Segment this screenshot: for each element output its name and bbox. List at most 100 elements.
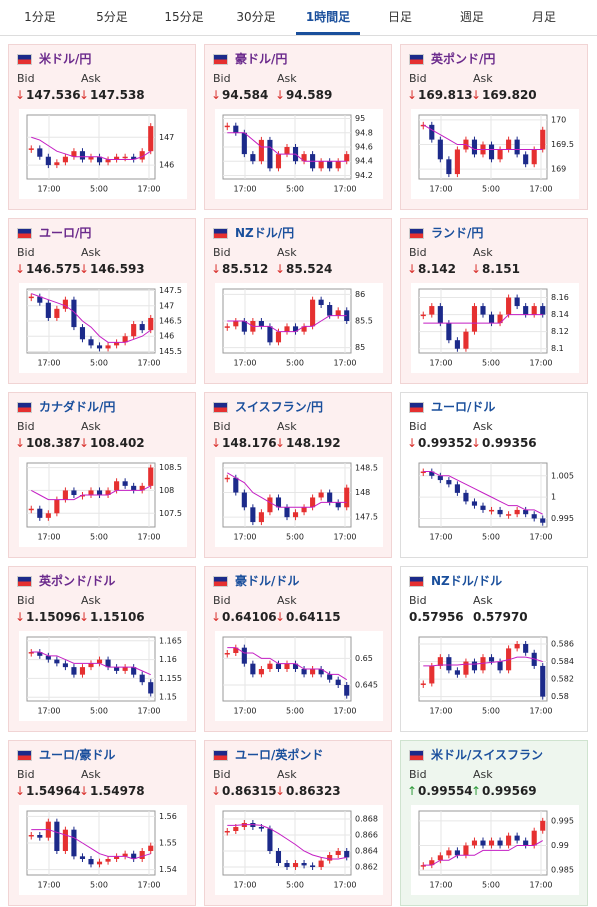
rate-tile[interactable]: 米ドル/スイスフラン Bid Ask ↑ 0.99554 ↑ 0.99569 0.985 0.9… [400, 740, 588, 906]
tab[interactable]: 5分足 [96, 10, 128, 24]
pair-name[interactable]: 米ドル/円 [39, 52, 92, 66]
mini-chart: 85 85.5 86 17:00 5:00 17:00 [215, 283, 383, 373]
bid-value: 85.512 [222, 262, 269, 276]
pair-name[interactable]: ランド/円 [431, 226, 484, 240]
mini-chart: 169 169.5 170 17:00 5:00 17:00 [411, 109, 579, 199]
tab[interactable]: 月足 [531, 10, 556, 24]
pair-name[interactable]: 米ドル/スイスフラン [431, 748, 544, 762]
y-tick-label: 147.5 [355, 513, 378, 522]
rate-tile[interactable]: 英ポンド/円 Bid Ask ↓ 169.813 ↓ 169.820 169 169.5 170 1… [400, 44, 588, 210]
flag-icon [409, 228, 424, 239]
pair-name[interactable]: NZドル/円 [235, 226, 295, 240]
y-tick-label: 8.1 [551, 344, 564, 353]
pair-name[interactable]: 英ポンド/円 [431, 52, 496, 66]
plot-frame [418, 114, 548, 180]
pair-name[interactable]: 英ポンド/ドル [39, 574, 116, 588]
plot-frame [418, 636, 548, 702]
rate-tile[interactable]: 豪ドル/円 Bid Ask ↓ 94.584 ↓ 94.589 94.2 94.4 94.6 94.… [204, 44, 392, 210]
moving-average [227, 647, 347, 681]
pair-name[interactable]: 豪ドル/ドル [235, 574, 300, 588]
pair-name[interactable]: NZドル/ドル [431, 574, 503, 588]
tab[interactable]: 週足 [459, 10, 484, 24]
candle [148, 682, 154, 694]
pair-name[interactable]: ユーロ/豪ドル [39, 748, 116, 762]
candle [105, 345, 111, 349]
flag-icon [213, 576, 228, 587]
mini-chart: 147.5 148 148.5 17:00 5:00 17:00 [215, 457, 383, 547]
ask-value: 0.64115 [286, 610, 341, 624]
trend-arrow: ↓ [471, 436, 482, 450]
ask-label: Ask [81, 246, 101, 259]
candle [71, 829, 77, 857]
candle [131, 485, 137, 491]
x-tick-label: 17:00 [333, 533, 356, 542]
candle [233, 321, 239, 327]
candle [105, 490, 111, 495]
y-tick-label: 1.15 [159, 693, 177, 702]
pair-name[interactable]: ユーロ/ドル [431, 400, 496, 414]
tab[interactable]: 15分足 [164, 10, 204, 24]
tab[interactable]: 日足 [387, 10, 412, 24]
candle [531, 306, 537, 315]
candle [275, 331, 282, 343]
trend-arrow: ↓ [79, 784, 90, 798]
candle [463, 661, 469, 675]
candle [506, 835, 512, 846]
y-tick-label: 0.99 [551, 841, 569, 850]
moving-average [31, 829, 151, 860]
y-tick-label: 0.995 [551, 514, 574, 523]
y-tick-label: 94.6 [355, 143, 373, 152]
y-tick-label: 1.54 [159, 865, 177, 874]
rate-tile[interactable]: ランド/円 Bid Ask ↓ 8.142 ↓ 8.151 8.1 8.12 8.14 8.16 17… [400, 218, 588, 384]
rate-tile[interactable]: カナダドル/円 Bid Ask ↓ 108.387 ↓ 108.402 107.5 108 108… [8, 392, 196, 558]
rate-tile[interactable]: 豪ドル/ドル Bid Ask ↓ 0.64106 ↓ 0.64115 0.645 0.65 17:… [204, 566, 392, 732]
pair-name[interactable]: ユーロ/英ポンド [235, 748, 324, 762]
trend-arrow: ↓ [407, 436, 418, 450]
tab[interactable]: 1分足 [24, 10, 56, 24]
candle [114, 856, 120, 859]
rate-tile[interactable]: 英ポンド/ドル Bid Ask ↓ 1.15096 ↓ 1.15106 1.15 1.155 1.… [8, 566, 196, 732]
candle [446, 480, 452, 485]
pair-name[interactable]: スイスフラン/円 [235, 400, 324, 414]
rate-tile[interactable]: 米ドル/円 Bid Ask ↓ 147.536 ↓ 147.538 146 147 17:00 5:… [8, 44, 196, 210]
candle [250, 663, 256, 675]
flag-icon [17, 576, 32, 587]
y-tick-label: 148.5 [355, 463, 378, 472]
x-tick-label: 17:00 [529, 185, 552, 194]
rate-tile[interactable]: ユーロ/英ポンド Bid Ask ↓ 0.86315 ↓ 0.86323 0.862 0.864… [204, 740, 392, 906]
y-tick-label: 147 [159, 133, 174, 142]
candle [122, 481, 128, 486]
x-tick-label: 17:00 [233, 707, 256, 716]
candle [148, 467, 154, 486]
rate-tile[interactable]: スイスフラン/円 Bid Ask ↓ 148.176 ↓ 148.192 147.5 148 14… [204, 392, 392, 558]
rate-tile[interactable]: NZドル/ドル Bid Ask 0.57956 0.57970 0.58 0.582 0.58… [400, 566, 588, 732]
tab[interactable]: 30分足 [236, 10, 276, 24]
candle [148, 845, 154, 851]
pair-name[interactable]: 豪ドル/円 [235, 52, 288, 66]
y-tick-label: 86 [355, 290, 365, 299]
candle [54, 308, 60, 318]
candle [114, 156, 120, 160]
candle [122, 156, 128, 159]
candle [267, 497, 273, 513]
x-tick-label: 17:00 [333, 881, 356, 890]
rate-tile[interactable]: ユーロ/豪ドル Bid Ask ↓ 1.54964 ↓ 1.54978 1.54 1.55 1.5… [8, 740, 196, 906]
x-tick-label: 17:00 [137, 359, 160, 368]
rate-tile[interactable]: NZドル/円 Bid Ask ↓ 85.512 ↓ 85.524 85 85.5 86 17:00 5… [204, 218, 392, 384]
mini-chart: 94.2 94.4 94.6 94.8 95 17:00 5:00 17:00 [215, 109, 383, 199]
plot-frame [26, 462, 156, 528]
candle [437, 475, 443, 481]
pair-name[interactable]: ユーロ/円 [39, 226, 92, 240]
y-tick-label: 1.005 [551, 471, 574, 480]
tab[interactable]: 1時間足 [296, 0, 360, 35]
ask-value: 108.402 [90, 436, 145, 450]
candle [114, 342, 120, 346]
pair-name[interactable]: カナダドル/円 [39, 400, 116, 414]
x-tick-label: 17:00 [529, 533, 552, 542]
rate-tile[interactable]: ユーロ/ドル Bid Ask ↓ 0.99352 ↓ 0.99356 0.995 1 1.005 1… [400, 392, 588, 558]
candle [454, 670, 460, 675]
plot-frame [222, 636, 352, 702]
rate-tile[interactable]: ユーロ/円 Bid Ask ↓ 146.575 ↓ 146.593 145.5 146 146.5… [8, 218, 196, 384]
flag-icon [213, 402, 228, 413]
